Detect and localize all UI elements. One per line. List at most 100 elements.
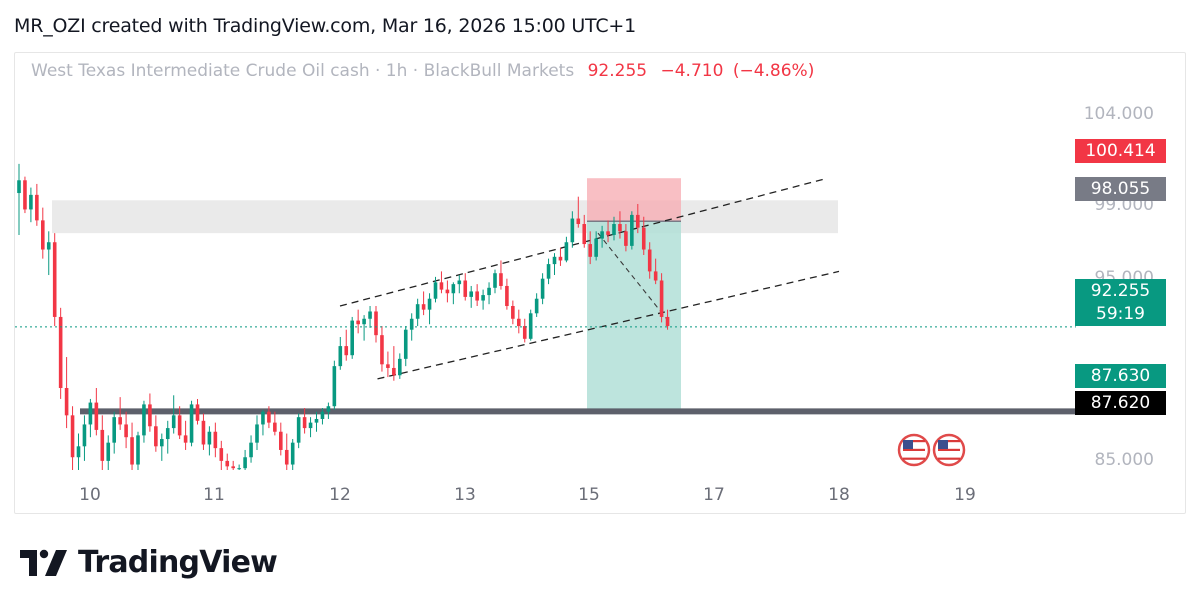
candle-body <box>386 364 390 368</box>
candle <box>243 449 247 470</box>
candle-body <box>314 418 319 423</box>
candle <box>505 278 509 310</box>
candle <box>201 413 206 450</box>
candle <box>70 406 75 470</box>
candle-body <box>344 346 349 356</box>
candle <box>165 420 170 454</box>
candle <box>374 306 378 343</box>
candle-body <box>82 424 87 447</box>
candle <box>225 453 230 470</box>
candle-body <box>142 404 146 436</box>
x-tick-label: 10 <box>79 485 101 505</box>
candle-body <box>433 282 438 299</box>
candle <box>326 402 331 419</box>
candle <box>552 253 557 276</box>
candle-body <box>243 457 247 469</box>
candle-body <box>290 442 295 465</box>
candle <box>302 408 307 434</box>
candle-body <box>76 446 81 458</box>
time-axis[interactable]: 10 11 12 13 15 17 18 19 <box>79 485 976 505</box>
candle-body <box>522 326 527 339</box>
candle <box>183 420 188 450</box>
candle-body <box>362 318 366 325</box>
candle-body <box>124 424 128 438</box>
candle <box>171 395 176 434</box>
candle-body <box>517 318 521 327</box>
candle-body <box>505 285 509 307</box>
candle <box>564 236 569 263</box>
candle-body <box>481 295 485 301</box>
candle <box>445 280 450 303</box>
candle <box>368 306 372 328</box>
entry-price-tag: 98.055 <box>1075 177 1166 201</box>
candle <box>344 329 349 361</box>
candle <box>58 307 63 399</box>
candle-body <box>487 287 491 296</box>
candle-body <box>320 411 325 419</box>
change-percent: (−4.86%) <box>732 61 815 81</box>
candle-body <box>308 422 313 429</box>
candle <box>653 258 658 285</box>
candle <box>124 411 128 449</box>
candle <box>594 231 598 261</box>
candle-body <box>273 422 277 432</box>
candle <box>237 464 241 470</box>
candle <box>451 282 456 305</box>
candle-body <box>499 273 503 286</box>
candle <box>35 183 39 226</box>
candle <box>475 284 479 307</box>
candle-body <box>546 264 551 279</box>
candle <box>255 415 259 450</box>
candle <box>517 309 521 334</box>
candle <box>320 408 325 425</box>
x-tick-label: 17 <box>703 485 725 505</box>
channel-lower-line[interactable] <box>377 270 840 380</box>
candle-body <box>70 415 75 458</box>
candle <box>534 293 539 317</box>
candle <box>659 273 664 323</box>
tradingview-logo[interactable]: TradingView <box>20 545 278 580</box>
candle <box>392 346 396 381</box>
candle-body <box>457 280 462 285</box>
candle-body <box>564 242 569 261</box>
candle <box>528 309 533 341</box>
candle <box>148 393 152 432</box>
candle <box>570 211 575 248</box>
candle-body <box>534 298 539 314</box>
candle-body <box>296 417 301 443</box>
x-tick-label: 19 <box>954 485 976 505</box>
candle-body <box>356 320 360 325</box>
candle-body <box>23 180 27 210</box>
candle-body <box>618 224 622 232</box>
candle-body <box>326 406 331 412</box>
candle <box>290 439 295 470</box>
candle-body <box>636 214 640 228</box>
take-profit-zone <box>587 221 681 412</box>
candle-body <box>600 231 604 239</box>
chart-frame <box>14 52 1186 514</box>
candle <box>665 309 670 330</box>
candle <box>493 269 497 294</box>
candle <box>403 326 408 367</box>
candle <box>273 411 277 436</box>
candle <box>160 433 164 461</box>
brand-name: TradingView <box>78 545 278 580</box>
candle <box>338 336 343 370</box>
candle-body <box>195 404 200 421</box>
economic-events[interactable] <box>897 433 966 467</box>
candle-body <box>606 231 610 235</box>
candle-body <box>332 366 337 407</box>
candle-body <box>469 291 473 297</box>
candle-body <box>582 224 587 245</box>
stop-loss-zone <box>587 178 681 222</box>
candle-body <box>231 466 235 469</box>
us-flag-event-icon[interactable] <box>897 433 931 467</box>
candle-body <box>540 278 545 299</box>
us-flag-event-icon[interactable] <box>932 433 966 467</box>
candle-body <box>653 271 658 281</box>
candle-body <box>64 388 69 416</box>
candle-body <box>302 417 307 429</box>
candle-body <box>88 402 93 425</box>
candle <box>427 293 432 325</box>
